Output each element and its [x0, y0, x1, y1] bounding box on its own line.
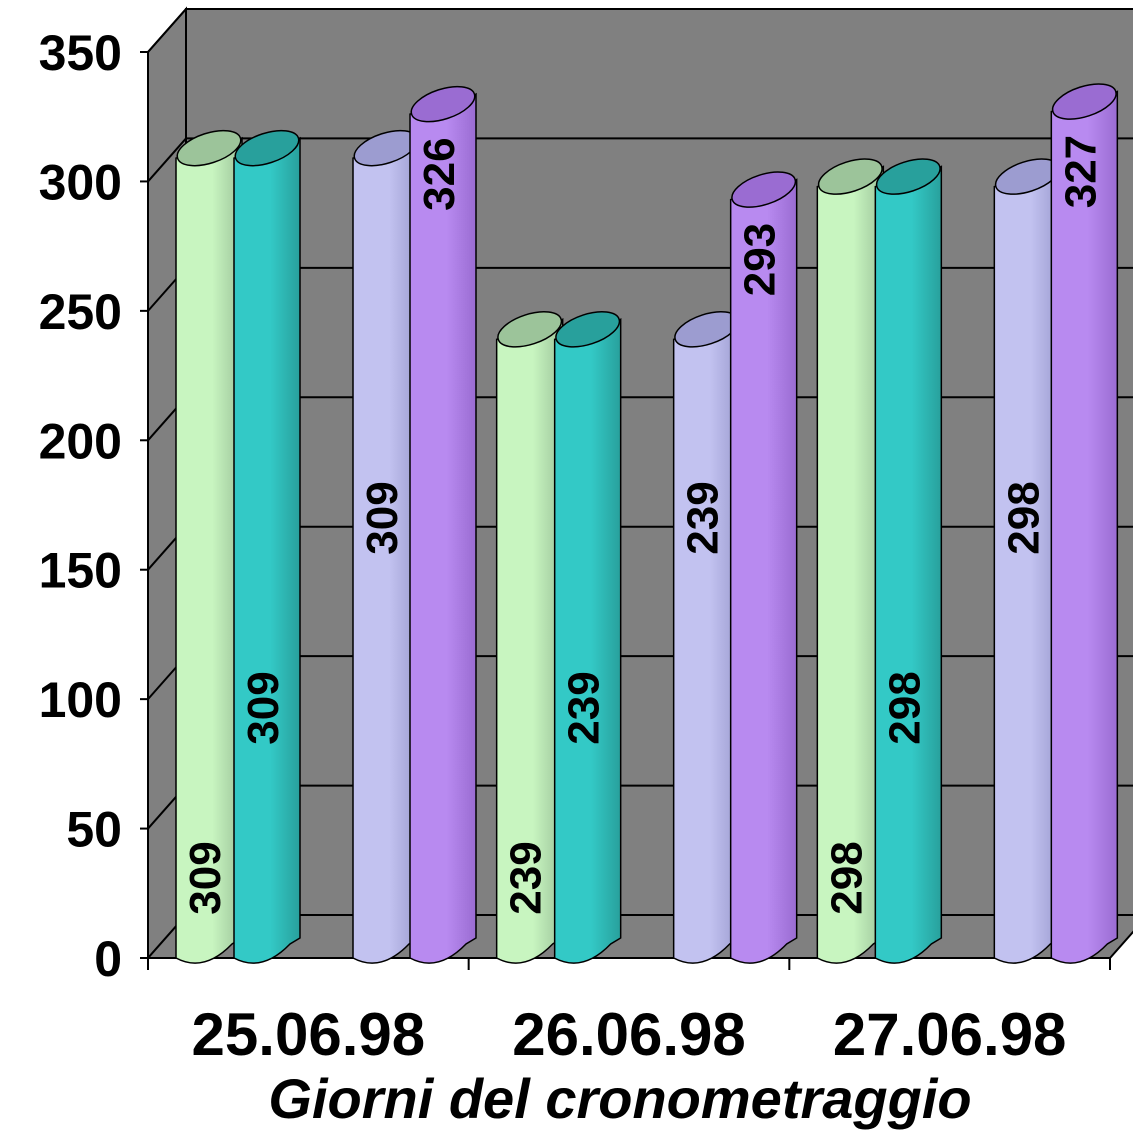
bar — [1050, 83, 1119, 964]
bar-body — [874, 165, 943, 964]
bar — [495, 311, 564, 964]
x-tick-label: 25.06.98 — [192, 1001, 426, 1068]
bar-top — [497, 311, 563, 348]
bar-body — [233, 136, 301, 964]
y-tick-label: 100 — [39, 672, 122, 728]
bar — [672, 311, 741, 964]
bar — [233, 129, 301, 964]
x-axis-title: Giorni del cronometraggio — [268, 1067, 971, 1130]
data-label: 309 — [358, 481, 407, 554]
bar-top — [555, 311, 621, 348]
bar — [175, 129, 243, 964]
data-label: 239 — [502, 841, 551, 914]
bar-body — [175, 136, 243, 964]
data-label: 309 — [239, 671, 288, 744]
y-tick-label: 150 — [39, 543, 122, 599]
data-label: 298 — [880, 671, 929, 744]
x-axis-ticks: 25.06.98 26.06.98 27.06.98 — [192, 1001, 1067, 1068]
y-axis-ticks: 0 50 100 150 200 250 300 350 — [39, 25, 122, 987]
data-labels: 309 309 309 326 239 239 239 293 298 298 298 327 — [181, 135, 1105, 915]
data-label: 326 — [415, 137, 464, 210]
bar — [874, 158, 943, 964]
x-tick-label: 26.06.98 — [512, 1001, 746, 1068]
bar-body — [672, 318, 741, 964]
y-tick-label: 300 — [39, 154, 122, 210]
y-tick-label: 200 — [39, 413, 122, 469]
bars — [175, 83, 1119, 964]
bar-body — [553, 318, 622, 964]
data-label: 239 — [679, 481, 728, 554]
bar-body — [729, 178, 798, 964]
bar-body — [993, 165, 1062, 964]
bar-body — [409, 92, 477, 964]
x-tick-label: 27.06.98 — [833, 1001, 1067, 1068]
bar — [729, 171, 798, 964]
plot-back-wall — [185, 8, 1133, 916]
y-tick-label: 0 — [94, 931, 122, 987]
axes — [140, 51, 1111, 970]
bar-top — [817, 158, 883, 195]
bar-top — [234, 129, 300, 167]
gridline — [147, 8, 187, 53]
gridline — [147, 137, 187, 183]
data-label: 309 — [181, 841, 230, 914]
bar-top — [1051, 83, 1117, 120]
bar — [553, 311, 622, 964]
data-label: 239 — [560, 671, 609, 744]
data-label: 298 — [822, 841, 871, 914]
y-tick-label: 250 — [39, 284, 122, 340]
data-label: 298 — [999, 481, 1048, 554]
bar-top — [875, 158, 941, 195]
bar-body — [1050, 90, 1119, 964]
y-tick-label: 350 — [39, 25, 122, 81]
bar — [409, 85, 477, 964]
bar — [352, 129, 420, 964]
y-tick-label: 50 — [66, 802, 122, 858]
data-label: 293 — [736, 223, 785, 296]
bar-top — [176, 129, 242, 167]
bar-top — [410, 85, 476, 123]
data-label: 327 — [1056, 135, 1105, 208]
bar-top — [731, 171, 797, 208]
